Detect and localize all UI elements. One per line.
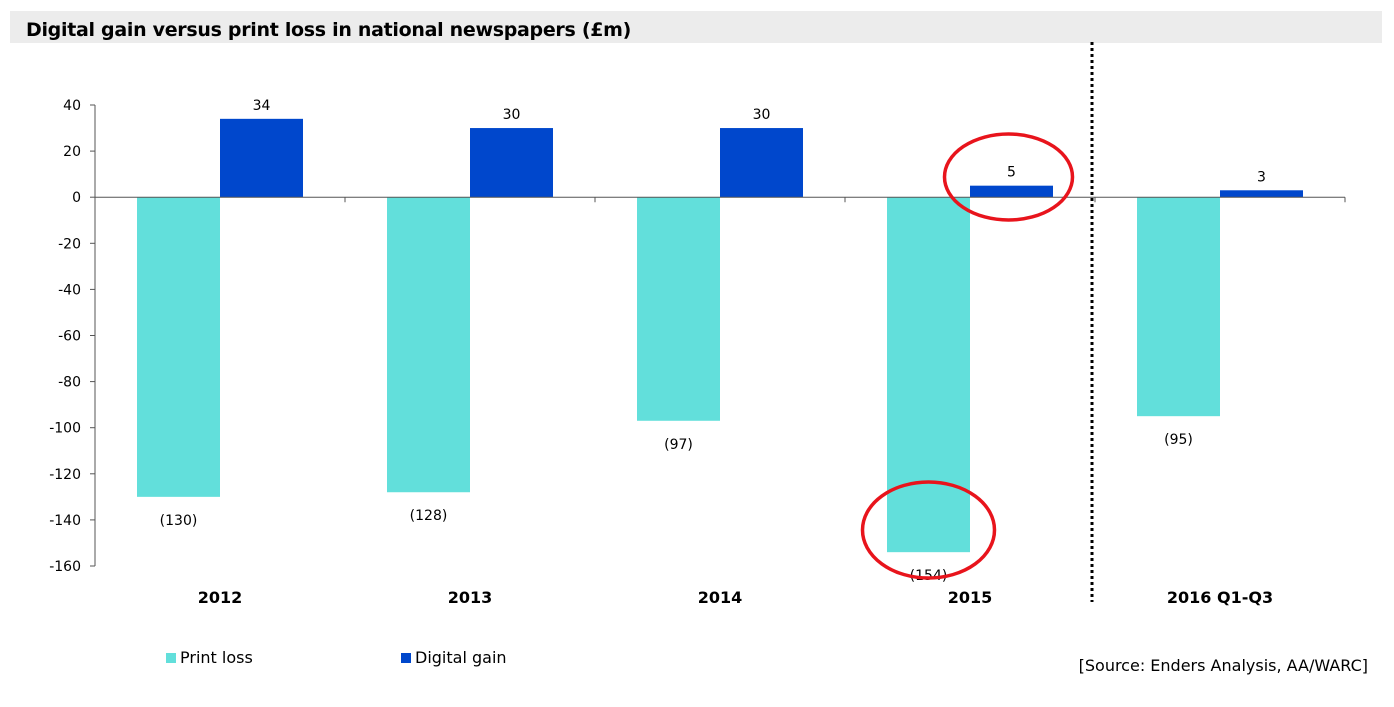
data-label-digital-gain: 30 bbox=[503, 107, 521, 123]
y-tick-label: -20 bbox=[58, 236, 81, 252]
y-tick-label: -160 bbox=[49, 559, 81, 575]
bar-digital-gain-2013 bbox=[470, 128, 553, 198]
data-label-print-loss: (130) bbox=[160, 513, 198, 529]
highlight-circle-print-2015 bbox=[860, 480, 997, 580]
title-bar bbox=[10, 11, 1382, 43]
legend-print-loss: Print loss bbox=[166, 648, 253, 667]
data-label-print-loss: (97) bbox=[664, 437, 693, 453]
y-tick-label: -40 bbox=[58, 282, 81, 298]
bar-digital-gain-2016-Q1-Q3 bbox=[1220, 190, 1303, 198]
y-tick-label: 0 bbox=[72, 190, 81, 206]
y-tick-label: -120 bbox=[49, 467, 81, 483]
x-tick-label: 2012 bbox=[198, 588, 243, 607]
data-label-digital-gain: 30 bbox=[753, 107, 771, 123]
x-tick-label: 2013 bbox=[448, 588, 493, 607]
y-tick-label: -80 bbox=[58, 375, 81, 391]
bar-print-loss-2013 bbox=[387, 197, 470, 493]
x-tick-label: 2016 Q1-Q3 bbox=[1167, 588, 1273, 607]
bar-print-loss-2014 bbox=[637, 197, 720, 421]
data-label-print-loss: (154) bbox=[910, 568, 948, 584]
bar-print-loss-2016-Q1-Q3 bbox=[1137, 197, 1220, 417]
y-tick-label: 20 bbox=[63, 144, 81, 160]
bar-digital-gain-2012 bbox=[220, 118, 303, 198]
x-tick-label: 2014 bbox=[698, 588, 743, 607]
data-label-digital-gain: 5 bbox=[1007, 165, 1016, 181]
y-tick-label: 40 bbox=[63, 98, 81, 114]
x-tick-label: 2015 bbox=[948, 588, 993, 607]
legend-swatch-print-loss bbox=[166, 652, 176, 663]
legend-label-digital-gain: Digital gain bbox=[415, 648, 507, 667]
bar-print-loss-2012 bbox=[137, 197, 220, 497]
data-label-print-loss: (128) bbox=[410, 508, 448, 524]
chart-title: Digital gain versus print loss in nation… bbox=[26, 19, 631, 41]
highlight-circle-digital-2015 bbox=[942, 132, 1075, 222]
data-label-digital-gain: 34 bbox=[253, 98, 271, 114]
legend-swatch-digital-gain bbox=[401, 652, 411, 663]
bar-print-loss-2015 bbox=[887, 197, 970, 553]
bar-digital-gain-2015 bbox=[970, 185, 1053, 198]
legend-digital-gain: Digital gain bbox=[401, 648, 507, 667]
data-label-print-loss: (95) bbox=[1164, 432, 1193, 448]
y-tick-label: -60 bbox=[58, 329, 81, 345]
source-note: [Source: Enders Analysis, AA/WARC] bbox=[1078, 656, 1368, 675]
legend-label-print-loss: Print loss bbox=[180, 648, 253, 667]
data-label-digital-gain: 3 bbox=[1257, 169, 1266, 185]
y-tick-label: -140 bbox=[49, 513, 81, 529]
y-tick-label: -100 bbox=[49, 421, 81, 437]
bar-digital-gain-2014 bbox=[720, 128, 803, 198]
